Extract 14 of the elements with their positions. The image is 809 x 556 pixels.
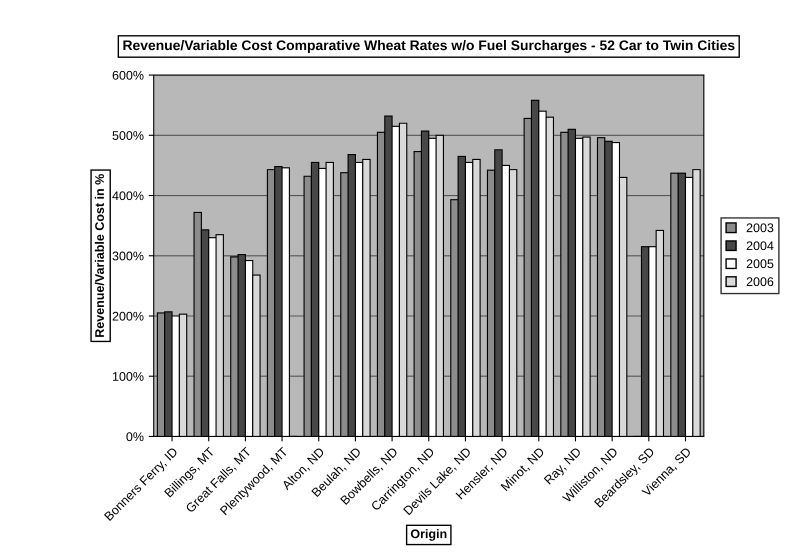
y-tick-label: 100% [112,372,144,381]
legend-label: 2004 [746,241,774,250]
x-axis-title: Origin [410,529,446,541]
y-tick-label: 300% [112,252,144,260]
y-tick-label: 200% [112,312,144,321]
y-tick-label: 500% [112,131,144,140]
chart-title: Revenue/Variable Cost Comparative Wheat Rates w/o Fuel Surcharges - 52 Car to Twin Cities [123,40,735,54]
y-axis-title: Revenue/Variable Cost in % [94,174,104,337]
y-tick-label: 0% [126,432,144,442]
legend-label: 2006 [746,277,774,286]
legend-label: 2005 [746,259,774,268]
legend-label: 2003 [746,223,774,232]
y-tick-label: 600% [112,70,144,80]
y-tick-label: 400% [112,191,144,200]
